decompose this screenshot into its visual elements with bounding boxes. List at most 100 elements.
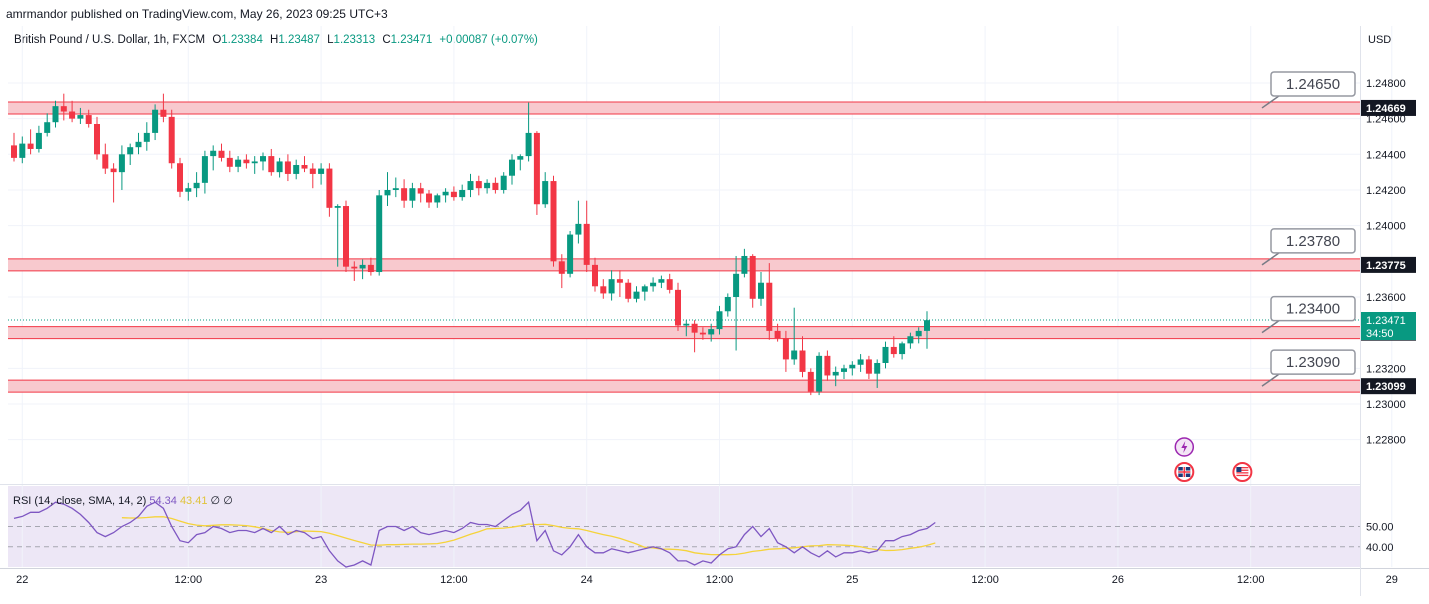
rsi-legend-name[interactable]: RSI (14, close, SMA, 14, 2) [13,495,147,507]
candle-up[interactable] [152,109,159,133]
candle-down[interactable] [492,182,499,190]
candle-up[interactable] [517,156,524,160]
candle-up[interactable] [500,175,507,190]
candle-up[interactable] [899,343,906,355]
candle-down[interactable] [309,168,316,174]
candle-up[interactable] [318,168,325,174]
candle-down[interactable] [600,286,607,294]
candle-down[interactable] [110,168,117,173]
candle-down[interactable] [774,330,781,339]
candle-down[interactable] [450,191,457,198]
candle-down[interactable] [351,266,358,269]
candle-up[interactable] [467,181,474,190]
candle-down[interactable] [226,157,233,167]
candle-up[interactable] [193,182,200,189]
candle-down[interactable] [675,289,681,326]
candle-up[interactable] [260,156,266,162]
candle-up[interactable] [409,188,416,201]
candle-up[interactable] [758,282,764,299]
candle-up[interactable] [708,329,715,335]
candle-up[interactable] [733,273,740,297]
candle-up[interactable] [459,189,466,198]
candle-up[interactable] [724,296,731,312]
candle-up[interactable] [907,336,914,344]
symbol-name[interactable]: British Pound / U.S. Dollar, 1h, FXCM [14,34,206,46]
candle-down[interactable] [60,106,67,112]
candle-up[interactable] [683,323,690,326]
candle-down[interactable] [749,255,756,299]
candle-down[interactable] [558,261,565,274]
candle-up[interactable] [392,188,399,190]
candle-up[interactable] [44,122,51,133]
candle-down[interactable] [533,132,540,205]
candle-up[interactable] [542,181,549,205]
candle-up[interactable] [143,132,150,142]
candle-down[interactable] [343,206,349,267]
candle-up[interactable] [816,355,823,392]
candle-up[interactable] [384,189,391,196]
candle-up[interactable] [185,188,192,192]
zone-callout-box[interactable] [1270,71,1356,97]
candle-up[interactable] [741,255,748,274]
candle-up[interactable] [882,346,889,363]
candle-down[interactable] [94,123,100,155]
candle-down[interactable] [666,279,673,290]
candle-down[interactable] [168,116,175,164]
candle-up[interactable] [608,279,615,294]
zone-band[interactable] [8,101,1360,114]
candle-up[interactable] [376,195,383,273]
zone-callout-box[interactable] [1270,228,1356,254]
candle-up[interactable] [791,350,798,360]
zone-callout-box[interactable] [1270,295,1356,322]
candle-down[interactable] [301,165,308,169]
candle-up[interactable] [849,364,856,369]
candle-up[interactable] [201,156,208,183]
candle-down[interactable] [766,282,773,331]
candle-down[interactable] [401,188,408,201]
candle-down[interactable] [807,371,814,392]
candle-up[interactable] [509,159,515,176]
candle-up[interactable] [650,282,657,287]
candle-up[interactable] [77,115,84,119]
candle-up[interactable] [567,234,574,274]
candle-up[interactable] [276,161,283,173]
candle-up[interactable] [52,106,59,123]
candle-up[interactable] [334,206,341,208]
candle-down[interactable] [699,332,706,335]
candle-down[interactable] [69,111,76,119]
candle-down[interactable] [426,193,432,203]
currency-label[interactable]: USD [1368,34,1392,46]
candle-up[interactable] [874,362,881,374]
candle-down[interactable] [177,163,183,192]
candle-up[interactable] [832,371,839,376]
candle-down[interactable] [268,156,275,173]
candle-down[interactable] [367,264,374,273]
candle-up[interactable] [359,264,366,269]
candle-up[interactable] [210,150,217,157]
candle-up[interactable] [434,195,441,203]
candle-up[interactable] [442,191,449,196]
candle-up[interactable] [633,291,640,299]
candle-down[interactable] [284,161,291,174]
candle-up[interactable] [525,132,532,157]
candle-down[interactable] [625,282,632,299]
candle-up[interactable] [857,359,864,365]
candle-down[interactable] [27,143,34,149]
zone-band[interactable] [8,326,1360,339]
candle-up[interactable] [251,161,258,164]
candle-down[interactable] [583,223,590,265]
candle-down[interactable] [326,168,333,208]
candle-down[interactable] [218,150,225,158]
candle-up[interactable] [484,182,491,189]
candle-down[interactable] [243,159,250,164]
candle-down[interactable] [865,359,872,374]
candle-down[interactable] [616,279,623,283]
zone-callout-box[interactable] [1270,349,1356,375]
candle-down[interactable] [550,181,557,262]
candle-down[interactable] [417,188,424,194]
candle-down[interactable] [799,350,806,372]
candle-up[interactable] [235,159,242,167]
candle-down[interactable] [824,355,831,376]
candle-up[interactable] [575,223,582,235]
